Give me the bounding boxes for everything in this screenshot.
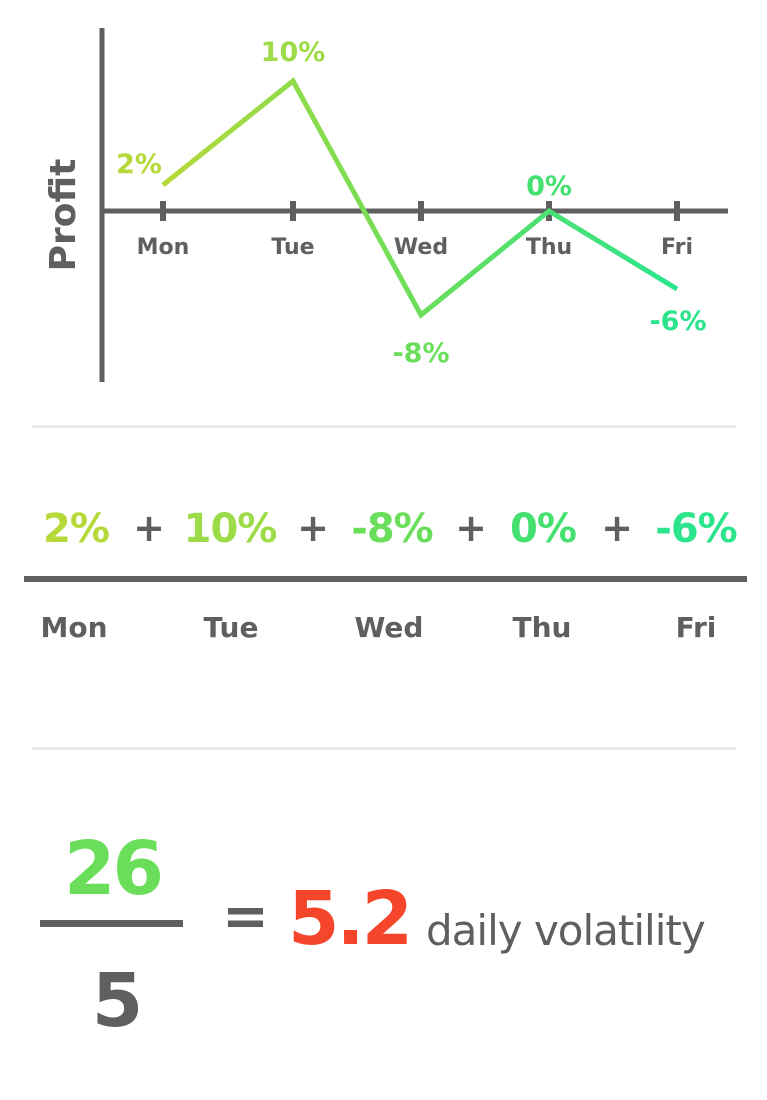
sum-term: -8%: [351, 506, 434, 552]
divider-bottom: [32, 747, 736, 750]
sum-term: 0%: [510, 506, 577, 552]
equals-sign: =: [222, 884, 269, 949]
plus-sign: +: [297, 506, 329, 550]
data-label: 0%: [526, 171, 572, 202]
day-label: Thu: [512, 611, 572, 644]
data-label: 2%: [116, 149, 162, 180]
sum-term: -6%: [655, 506, 738, 552]
numerator: 26: [64, 826, 164, 912]
data-label: -6%: [649, 306, 706, 337]
day-label: Fri: [675, 611, 717, 644]
plus-sign: +: [601, 506, 633, 550]
sum-term: 10%: [183, 506, 278, 552]
day-label: Wed: [354, 611, 424, 644]
x-tick-label: Tue: [271, 235, 314, 260]
day-label: Tue: [203, 611, 259, 644]
data-label: 10%: [261, 37, 326, 68]
plus-sign: +: [133, 506, 165, 550]
day-label: Mon: [40, 611, 108, 644]
x-tick-label: Mon: [137, 235, 190, 260]
sum-term: 2%: [43, 506, 110, 552]
x-tick-label: Fri: [661, 235, 693, 260]
profit-line-chart: Profit Mon Tue Wed Thu Fri 2% 10% -8% 0% -6%: [43, 28, 728, 382]
y-axis-label: Profit: [43, 159, 84, 272]
fraction-bar: [40, 920, 183, 927]
volatility-value: 5.2: [288, 876, 413, 962]
data-label: -8%: [392, 338, 449, 369]
sum-bar: [24, 576, 747, 582]
volatility-label: daily volatility: [426, 906, 706, 955]
series-line: [161, 77, 679, 319]
divider-top: [32, 425, 736, 428]
plus-sign: +: [455, 506, 487, 550]
denominator: 5: [91, 958, 144, 1044]
x-tick-label: Wed: [394, 235, 448, 260]
x-tick-label: Thu: [526, 235, 572, 260]
